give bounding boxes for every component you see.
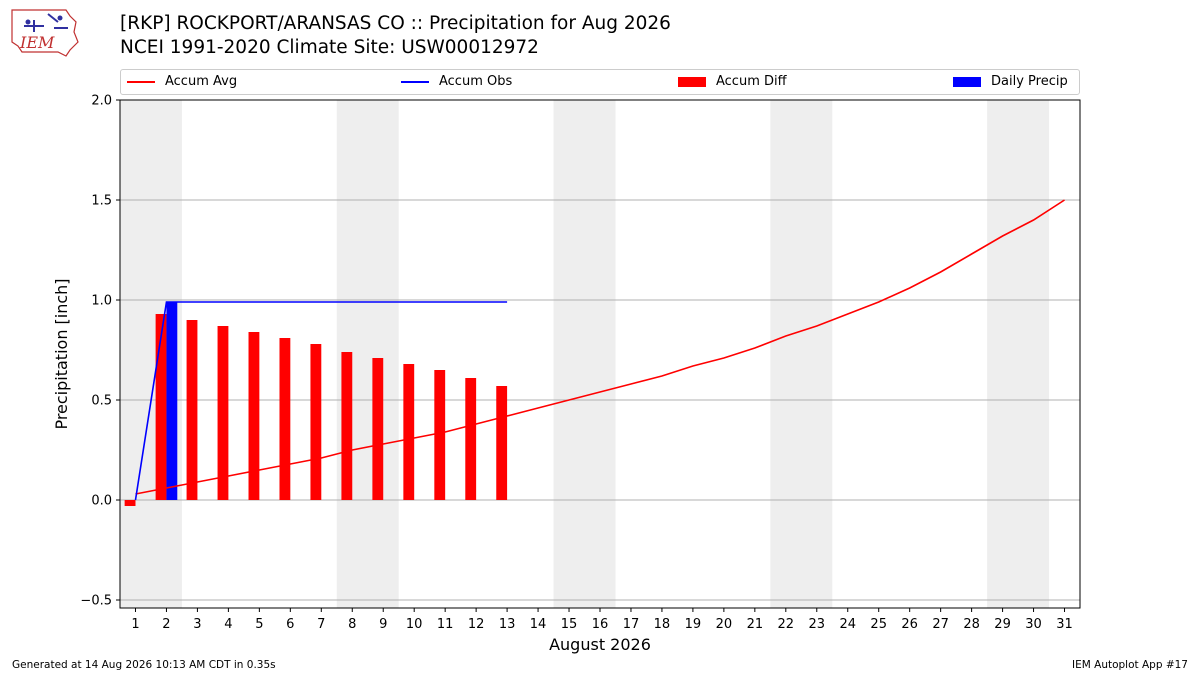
x-tick-label: 23 <box>809 617 826 632</box>
accum-diff-bar <box>465 378 477 500</box>
x-tick-label: 5 <box>255 617 263 632</box>
accum-diff-bar <box>403 364 415 500</box>
legend-label: Accum Avg <box>165 74 238 89</box>
legend-label: Accum Diff <box>716 74 787 89</box>
y-tick-label: 0.0 <box>91 494 112 509</box>
accum-diff-bar <box>155 314 167 500</box>
legend-item-accum-obs: Accum Obs <box>401 74 512 89</box>
weekend-band <box>987 100 1050 608</box>
accum-diff-bar <box>186 320 198 500</box>
accum-diff-bar <box>434 370 446 500</box>
accum-diff-bar <box>372 358 384 500</box>
x-tick-label: 18 <box>654 617 671 632</box>
x-tick-label: 19 <box>685 617 702 632</box>
legend-item-accum-diff: Accum Diff <box>678 74 787 89</box>
generated-timestamp: Generated at 14 Aug 2026 10:13 AM CDT in… <box>12 659 276 671</box>
app-credit: IEM Autoplot App #17 <box>1072 659 1188 671</box>
x-tick-label: 14 <box>530 617 547 632</box>
accum-obs-swatch <box>401 80 429 83</box>
weekend-band <box>553 100 616 608</box>
y-tick-label: −0.5 <box>80 594 112 609</box>
x-tick-label: 20 <box>716 617 733 632</box>
x-tick-label: 27 <box>932 617 949 632</box>
x-tick-label: 9 <box>379 617 387 632</box>
x-tick-label: 16 <box>592 617 609 632</box>
accum-diff-bar <box>496 386 508 500</box>
x-tick-label: 28 <box>963 617 980 632</box>
accum-diff-bar <box>124 500 136 506</box>
x-tick-label: 31 <box>1056 617 1073 632</box>
legend-label: Accum Obs <box>439 74 513 89</box>
x-tick-label: 30 <box>1025 617 1042 632</box>
x-axis-label: August 2026 <box>549 635 651 654</box>
x-tick-label: 21 <box>747 617 764 632</box>
accum-diff-swatch <box>678 76 706 87</box>
accum-diff-bar <box>217 326 229 500</box>
x-tick-label: 11 <box>437 617 454 632</box>
legend-label: Daily Precip <box>991 74 1068 89</box>
legend-item-daily-precip: Daily Precip <box>953 74 1068 89</box>
x-tick-label: 29 <box>994 617 1011 632</box>
x-tick-label: 12 <box>468 617 485 632</box>
x-tick-label: 1 <box>131 617 139 632</box>
y-tick-label: 0.5 <box>91 394 112 409</box>
iem-logo: IEM <box>11 9 79 57</box>
y-tick-label: 1.0 <box>91 294 112 309</box>
x-tick-label: 2 <box>162 617 170 632</box>
accum-avg-line <box>135 199 1065 495</box>
x-tick-label: 8 <box>348 617 356 632</box>
x-tick-label: 22 <box>778 617 795 632</box>
accum-diff-bar <box>310 344 322 500</box>
x-tick-label: 25 <box>870 617 887 632</box>
daily-precip-swatch <box>953 76 981 87</box>
accum-obs-line <box>134 301 508 501</box>
accum-diff-bar <box>279 338 291 500</box>
x-tick-label: 24 <box>839 617 856 632</box>
x-tick-label: 13 <box>499 617 516 632</box>
y-axis-label: Precipitation [inch] <box>52 278 71 429</box>
accum-diff-bar <box>248 332 260 500</box>
accum-avg-swatch <box>127 80 155 83</box>
accum-diff-bar <box>341 352 353 500</box>
x-tick-label: 10 <box>406 617 423 632</box>
y-tick-label: 2.0 <box>91 94 112 109</box>
y-tick-label: 1.5 <box>91 194 112 209</box>
chart-legend: Accum Avg Accum Obs Accum Diff Daily Pre… <box>120 69 1080 95</box>
x-tick-label: 3 <box>193 617 201 632</box>
legend-item-accum-avg: Accum Avg <box>127 74 237 89</box>
x-tick-label: 4 <box>224 617 232 632</box>
x-tick-label: 17 <box>623 617 640 632</box>
chart-subtitle: NCEI 1991-2020 Climate Site: USW00012972 <box>120 37 539 58</box>
daily-precip-bar <box>166 302 178 500</box>
x-tick-label: 7 <box>317 617 325 632</box>
x-tick-label: 6 <box>286 617 294 632</box>
x-tick-label: 15 <box>561 617 578 632</box>
chart-title: [RKP] ROCKPORT/ARANSAS CO :: Precipitati… <box>120 13 671 34</box>
svg-text:IEM: IEM <box>19 33 55 52</box>
weekend-band <box>770 100 833 608</box>
x-tick-label: 26 <box>901 617 918 632</box>
